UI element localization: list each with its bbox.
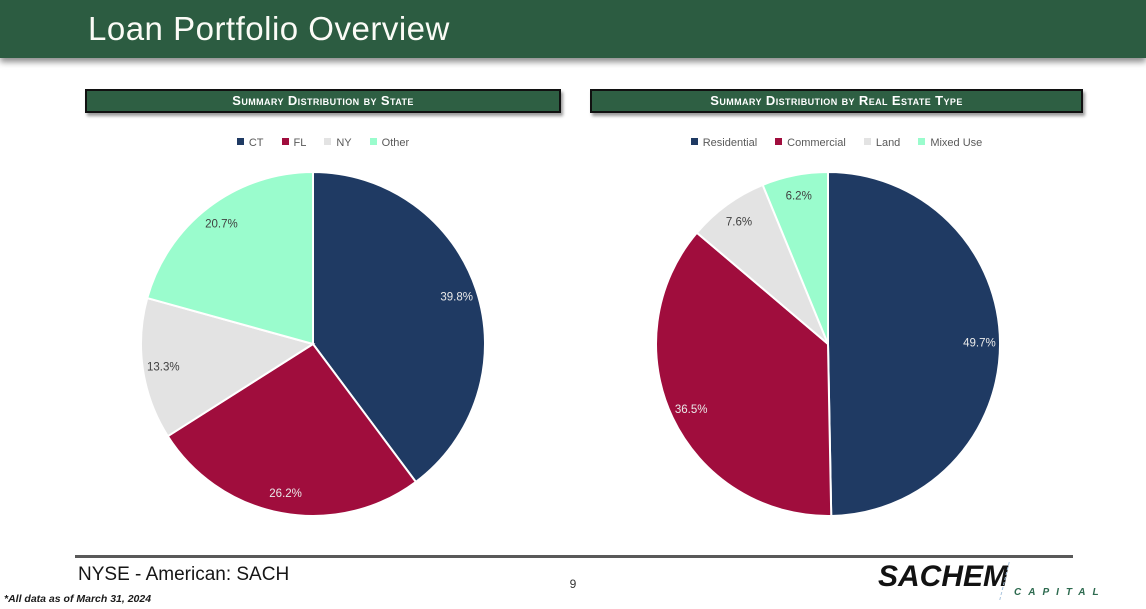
chart-title: Summary Distribution by State bbox=[232, 93, 414, 108]
pie-slice-ct bbox=[312, 170, 486, 484]
legend-swatch bbox=[863, 138, 871, 145]
pie-data-label: 20.7% bbox=[205, 219, 238, 231]
pie-slice-other bbox=[146, 170, 314, 346]
footer-divider bbox=[75, 555, 1073, 558]
legend-item-other: Other bbox=[369, 137, 410, 149]
legend-label: Other bbox=[381, 137, 410, 149]
pie-data-label: 26.2% bbox=[269, 488, 302, 500]
chart-title: Summary Distribution by Real Estate Type bbox=[710, 93, 963, 108]
chart-legend: Residential Commercial Land Mixed Use bbox=[590, 137, 1083, 153]
pie-chart-state: 39.8% 26.2% 13.3% 20.7% bbox=[140, 170, 486, 517]
legend-item-ny: NY bbox=[324, 137, 352, 149]
pie-data-label: 13.3% bbox=[147, 361, 180, 373]
pie-slice-mixed-use bbox=[761, 170, 829, 345]
pie-data-label: 49.7% bbox=[963, 338, 996, 350]
logo-subtext: CAPITAL bbox=[1014, 587, 1106, 598]
pie-slice-fl bbox=[166, 342, 418, 517]
page-number: 9 bbox=[569, 577, 577, 591]
legend-swatch bbox=[690, 138, 698, 145]
pie-data-label: 39.8% bbox=[440, 291, 473, 303]
legend-label: Residential bbox=[702, 137, 758, 149]
legend-swatch bbox=[324, 138, 332, 145]
legend-label: FL bbox=[293, 137, 307, 149]
pie-data-label: 6.2% bbox=[786, 191, 812, 203]
pie-chart-real-estate-type: 49.7% 36.5% 7.6% 6.2% bbox=[655, 170, 1002, 517]
logo-wordmark: SACHEM bbox=[878, 560, 1009, 593]
legend-item-ct: CT bbox=[236, 137, 264, 149]
legend-item-residential: Residential bbox=[690, 137, 758, 149]
pie-data-label: 7.6% bbox=[726, 217, 752, 229]
page-title: Loan Portfolio Overview bbox=[88, 10, 450, 47]
data-as-of-footnote: *All data as of March 31, 2024 bbox=[4, 593, 152, 605]
legend-swatch bbox=[236, 138, 244, 145]
legend-swatch bbox=[369, 138, 377, 145]
legend-label: NY bbox=[336, 137, 352, 149]
legend-label: Land bbox=[875, 137, 901, 149]
legend-label: Mixed Use bbox=[930, 137, 983, 149]
legend-label: Commercial bbox=[787, 137, 846, 149]
chart-title-bar-state: Summary Distribution by State bbox=[85, 89, 561, 113]
legend-swatch bbox=[281, 138, 289, 145]
pie-data-label: 36.5% bbox=[675, 404, 708, 416]
legend-item-fl: FL bbox=[281, 137, 307, 149]
pie-slice-residential bbox=[827, 170, 1002, 517]
sachem-capital-logo: SACHEM CAPITAL bbox=[878, 560, 1099, 602]
slide-header: Loan Portfolio Overview bbox=[0, 0, 1146, 58]
legend-swatch bbox=[775, 138, 783, 145]
legend-item-commercial: Commercial bbox=[775, 137, 846, 149]
chart-legend: CT FL NY Other bbox=[85, 137, 561, 153]
ticker-label: NYSE - American: SACH bbox=[78, 564, 290, 585]
pie-slice-commercial bbox=[655, 231, 833, 517]
chart-title-bar-real-estate-type: Summary Distribution by Real Estate Type bbox=[590, 89, 1083, 113]
legend-item-land: Land bbox=[863, 137, 901, 149]
legend-item-mixed-use: Mixed Use bbox=[918, 137, 982, 149]
legend-swatch bbox=[918, 138, 926, 145]
legend-label: CT bbox=[248, 137, 264, 149]
